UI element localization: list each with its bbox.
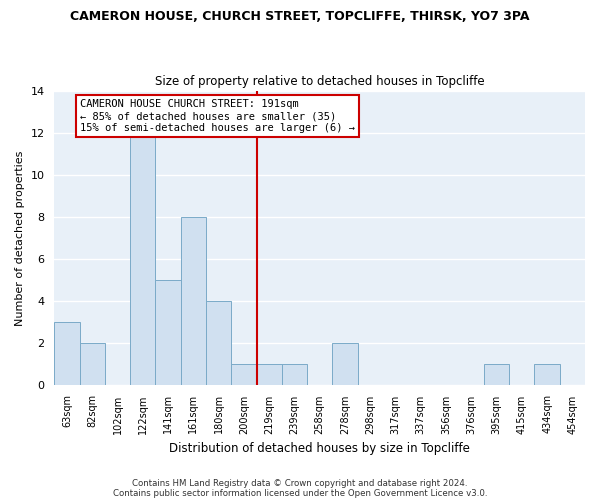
- Text: Contains public sector information licensed under the Open Government Licence v3: Contains public sector information licen…: [113, 488, 487, 498]
- Bar: [484, 364, 509, 384]
- Bar: [181, 217, 206, 384]
- Bar: [257, 364, 282, 384]
- Bar: [130, 112, 155, 384]
- Bar: [55, 322, 80, 384]
- Bar: [332, 342, 358, 384]
- Text: Contains HM Land Registry data © Crown copyright and database right 2024.: Contains HM Land Registry data © Crown c…: [132, 478, 468, 488]
- Bar: [80, 342, 105, 384]
- Bar: [206, 300, 231, 384]
- Text: CAMERON HOUSE, CHURCH STREET, TOPCLIFFE, THIRSK, YO7 3PA: CAMERON HOUSE, CHURCH STREET, TOPCLIFFE,…: [70, 10, 530, 23]
- X-axis label: Distribution of detached houses by size in Topcliffe: Distribution of detached houses by size …: [169, 442, 470, 455]
- Bar: [231, 364, 257, 384]
- Y-axis label: Number of detached properties: Number of detached properties: [15, 150, 25, 326]
- Bar: [155, 280, 181, 384]
- Text: CAMERON HOUSE CHURCH STREET: 191sqm
← 85% of detached houses are smaller (35)
15: CAMERON HOUSE CHURCH STREET: 191sqm ← 85…: [80, 100, 355, 132]
- Bar: [282, 364, 307, 384]
- Bar: [535, 364, 560, 384]
- Title: Size of property relative to detached houses in Topcliffe: Size of property relative to detached ho…: [155, 76, 485, 88]
